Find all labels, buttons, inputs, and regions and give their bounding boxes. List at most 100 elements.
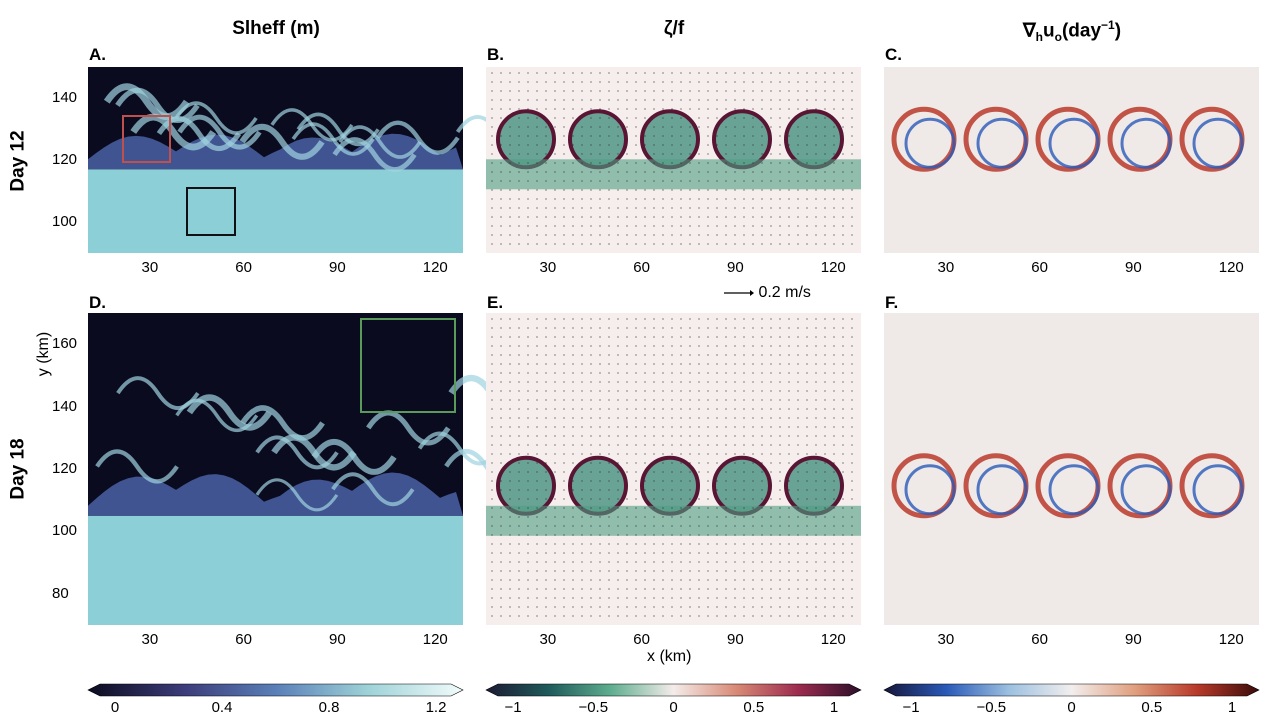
quiver-dot <box>671 489 673 491</box>
quiver-dot <box>770 171 772 173</box>
quiver-dot <box>608 99 610 101</box>
quiver-dot <box>644 489 646 491</box>
quiver-dot <box>572 216 574 218</box>
quiver-dot <box>797 234 799 236</box>
quiver-dot <box>608 453 610 455</box>
quiver-dot <box>824 489 826 491</box>
quiver-dot <box>743 225 745 227</box>
quiver-dot <box>842 462 844 464</box>
quiver-dot <box>770 327 772 329</box>
quiver-dot <box>770 126 772 128</box>
quiver-dot <box>815 615 817 617</box>
quiver-dot <box>842 126 844 128</box>
quiver-dot <box>527 615 529 617</box>
quiver-dot <box>545 570 547 572</box>
quiver-dot <box>527 390 529 392</box>
quiver-dot <box>716 108 718 110</box>
quiver-dot <box>779 225 781 227</box>
quiver-dot <box>599 534 601 536</box>
quiver-dot <box>662 171 664 173</box>
quiver-dot <box>824 108 826 110</box>
quiver-dot <box>635 561 637 563</box>
quiver-dot <box>788 180 790 182</box>
quiver-dot <box>545 489 547 491</box>
quiver-dot <box>653 597 655 599</box>
quiver-dot <box>689 453 691 455</box>
quiver-dot <box>599 108 601 110</box>
quiver-dot <box>698 381 700 383</box>
quiver-dot <box>644 516 646 518</box>
quiver-dot <box>662 606 664 608</box>
quiver-dot <box>509 207 511 209</box>
quiver-dot <box>725 444 727 446</box>
quiver-dot <box>491 462 493 464</box>
quiver-dot <box>797 153 799 155</box>
quiver-dot <box>644 180 646 182</box>
quiver-dot <box>554 90 556 92</box>
quiver-dot <box>671 399 673 401</box>
quiver-dot <box>563 408 565 410</box>
quiver-dot <box>581 243 583 245</box>
quiver-dot <box>716 606 718 608</box>
quiver-dot <box>509 72 511 74</box>
quiver-dot <box>644 81 646 83</box>
quiver-dot <box>797 162 799 164</box>
quiver-dot <box>851 390 853 392</box>
quiver-dot <box>707 381 709 383</box>
quiver-dot <box>770 444 772 446</box>
quiver-dot <box>815 570 817 572</box>
quiver-dot <box>806 354 808 356</box>
quiver-dot <box>644 426 646 428</box>
quiver-dot <box>797 507 799 509</box>
ssh-filament <box>331 472 415 507</box>
quiver-dot <box>734 234 736 236</box>
quiver-dot <box>698 444 700 446</box>
quiver-dot <box>617 390 619 392</box>
quiver-dot <box>653 408 655 410</box>
quiver-dot <box>653 318 655 320</box>
quiver-dot <box>644 570 646 572</box>
quiver-dot <box>500 471 502 473</box>
div-arc-blue <box>976 464 1028 516</box>
quiver-dot <box>824 207 826 209</box>
quiver-dot <box>734 408 736 410</box>
quiver-dot <box>707 72 709 74</box>
quiver-dot <box>662 579 664 581</box>
quiver-dot <box>527 180 529 182</box>
quiver-dot <box>689 462 691 464</box>
quiver-dot <box>599 597 601 599</box>
quiver-dot <box>788 489 790 491</box>
quiver-dot <box>617 570 619 572</box>
quiver-dot <box>806 606 808 608</box>
quiver-dot <box>581 588 583 590</box>
quiver-dot <box>509 534 511 536</box>
quiver-dot <box>716 498 718 500</box>
quiver-dot <box>815 480 817 482</box>
quiver-dot <box>518 372 520 374</box>
quiver-dot <box>842 216 844 218</box>
quiver-dot <box>824 72 826 74</box>
quiver-dot <box>851 543 853 545</box>
quiver-dot <box>617 162 619 164</box>
quiver-dot <box>581 171 583 173</box>
quiver-dot <box>833 444 835 446</box>
quiver-dot <box>725 345 727 347</box>
quiver-dot <box>554 462 556 464</box>
quiver-dot <box>680 381 682 383</box>
quiver-dot <box>689 426 691 428</box>
quiver-dot <box>770 72 772 74</box>
quiver-dot <box>662 144 664 146</box>
quiver-dot <box>671 552 673 554</box>
quiver-dot <box>743 180 745 182</box>
quiver-dot <box>806 525 808 527</box>
quiver-dot <box>653 207 655 209</box>
quiver-dot <box>545 543 547 545</box>
quiver-dot <box>806 561 808 563</box>
quiver-dot <box>563 216 565 218</box>
quiver-dot <box>689 99 691 101</box>
quiver-dot <box>500 534 502 536</box>
quiver-dot <box>590 144 592 146</box>
quiver-dot <box>599 72 601 74</box>
quiver-dot <box>572 462 574 464</box>
quiver-dot <box>689 561 691 563</box>
